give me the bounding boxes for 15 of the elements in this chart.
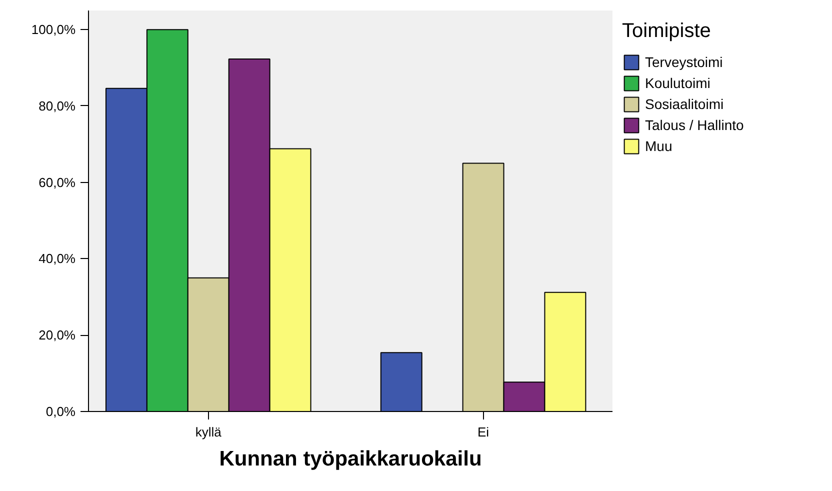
legend-label: Talous / Hallinto: [645, 116, 744, 134]
y-tick-label: 80,0%: [38, 98, 76, 114]
x-axis-title: Kunnan työpaikkaruokailu: [219, 448, 482, 470]
y-tick-label: 60,0%: [38, 174, 76, 190]
legend-label: Sosiaalitoimi: [645, 95, 724, 113]
y-tick-label: 0,0%: [46, 404, 76, 419]
legend-label: Muu: [645, 137, 672, 155]
y-tick-label: 40,0%: [38, 251, 76, 266]
legend-label: Terveystoimi: [645, 53, 723, 71]
x-tick-label: kyllä: [195, 424, 222, 440]
legend-title: Toimipiste: [622, 20, 712, 43]
y-tick-label: 100,0%: [31, 22, 76, 38]
x-tick-label: Ei: [478, 424, 490, 440]
legend-label: Koulutoimi: [645, 74, 710, 92]
y-tick-label: 20,0%: [38, 328, 76, 343]
